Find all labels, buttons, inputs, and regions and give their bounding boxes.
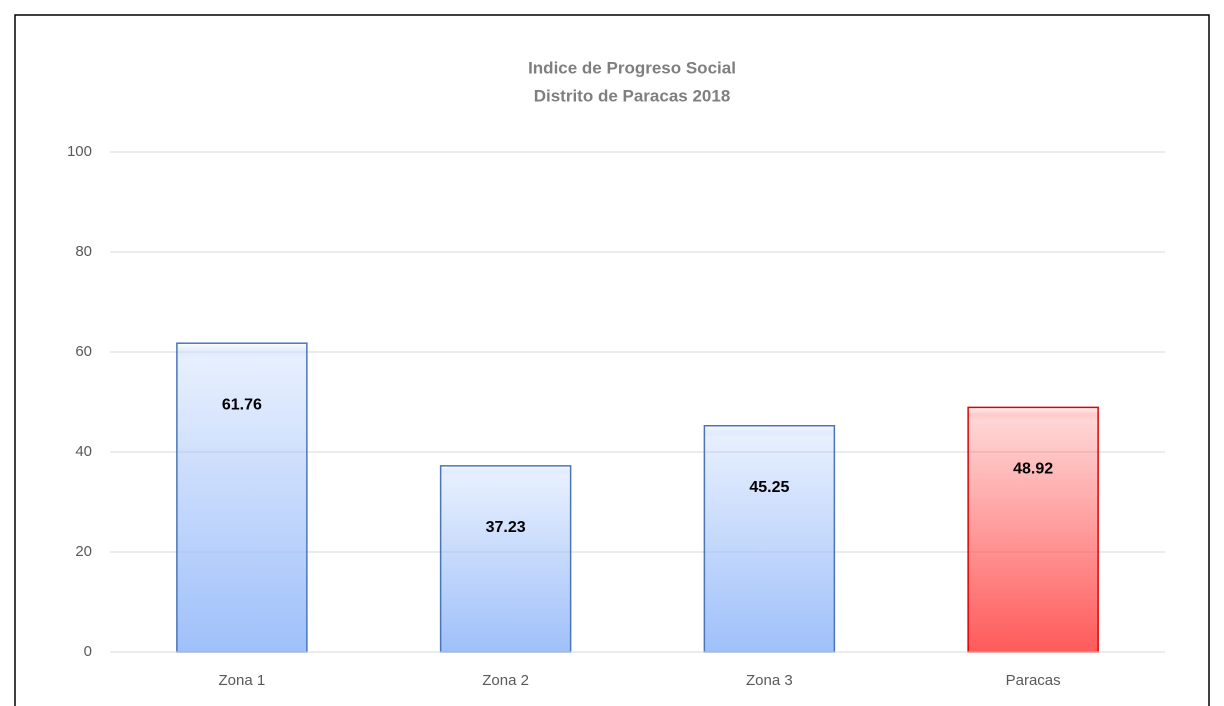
chart-subtitle: Distrito de Paracas 2018 <box>534 86 731 105</box>
chart-frame <box>14 14 1210 706</box>
chart-title: Indice de Progreso Social <box>528 58 736 77</box>
bar <box>967 406 1099 653</box>
x-tick-label: Zona 2 <box>482 672 529 689</box>
y-tick-label: 60 <box>75 343 92 360</box>
y-tick-label: 20 <box>75 543 92 560</box>
y-tick-label: 80 <box>75 243 92 260</box>
bar <box>703 425 836 653</box>
y-tick-label: 0 <box>84 643 92 660</box>
x-tick-label: Paracas <box>1006 672 1061 689</box>
bar <box>176 342 308 653</box>
y-tick-label: 40 <box>75 443 92 460</box>
data-label: 48.92 <box>1013 461 1053 478</box>
y-tick-label: 100 <box>67 143 92 160</box>
data-label: 45.25 <box>749 479 789 496</box>
data-label: 61.76 <box>222 396 262 413</box>
x-tick-label: Zona 3 <box>746 672 793 689</box>
x-tick-label: Zona 1 <box>219 672 266 689</box>
data-label: 37.23 <box>486 519 526 536</box>
bar <box>439 465 572 653</box>
